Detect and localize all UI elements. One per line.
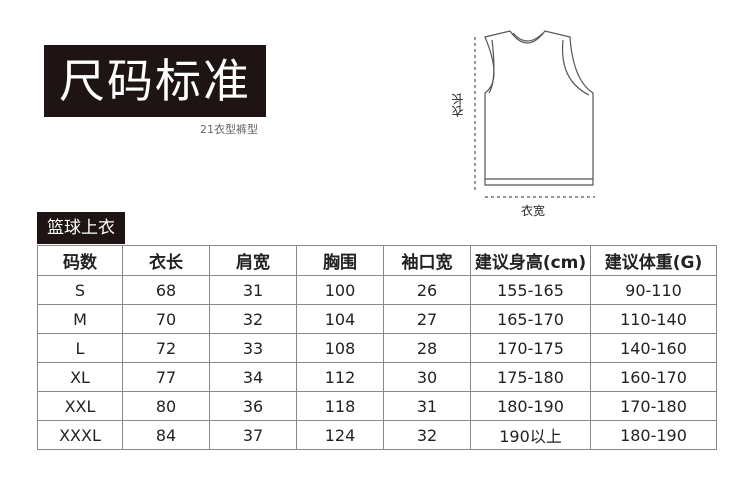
table-cell: 140-160 — [590, 333, 717, 363]
table-cell: 33 — [209, 333, 297, 363]
table-header-row: 码数 衣长 肩宽 胸围 袖口宽 建议身高(cm) 建议体重(G) — [37, 245, 717, 276]
page-title: 尺码标准 — [44, 45, 266, 117]
table-row: L 72 33 108 28 170-175 140-160 — [37, 333, 717, 363]
table-cell: 170-175 — [470, 333, 591, 363]
table-cell: 112 — [296, 362, 384, 392]
table-row: XXXL 84 37 124 32 190以上 180-190 — [37, 420, 717, 450]
header-length: 衣长 — [122, 245, 210, 276]
table-cell: 27 — [383, 304, 471, 334]
header-size: 码数 — [37, 245, 123, 276]
table-cell: 80 — [122, 391, 210, 421]
table-cell: 70 — [122, 304, 210, 334]
table-cell: 104 — [296, 304, 384, 334]
table-row: XL 77 34 112 30 175-180 160-170 — [37, 362, 717, 392]
table-cell: 108 — [296, 333, 384, 363]
table-cell: 32 — [383, 420, 471, 450]
table-cell: 31 — [383, 391, 471, 421]
header-weight: 建议体重(G) — [590, 245, 717, 276]
table-cell: 100 — [296, 275, 384, 305]
table-cell: 36 — [209, 391, 297, 421]
table-cell: 37 — [209, 420, 297, 450]
table-cell: 165-170 — [470, 304, 591, 334]
table-cell: S — [37, 275, 123, 305]
width-label: 衣宽 — [521, 204, 546, 218]
table-cell: 77 — [122, 362, 210, 392]
table-cell: 72 — [122, 333, 210, 363]
tank-top-diagram: 衣长 衣宽 — [445, 25, 620, 220]
header-chest: 胸围 — [296, 245, 384, 276]
table-cell: 190以上 — [470, 420, 591, 450]
length-label: 衣长 — [451, 93, 465, 117]
category-label: 篮球上衣 — [37, 212, 125, 244]
table-cell: 84 — [122, 420, 210, 450]
table-cell: 26 — [383, 275, 471, 305]
table-cell: 155-165 — [470, 275, 591, 305]
table-cell: 180-190 — [470, 391, 591, 421]
table-cell: 170-180 — [590, 391, 717, 421]
table-row: XXL 80 36 118 31 180-190 170-180 — [37, 391, 717, 421]
table-cell: M — [37, 304, 123, 334]
table-cell: 28 — [383, 333, 471, 363]
table-row: M 70 32 104 27 165-170 110-140 — [37, 304, 717, 334]
table-cell: 90-110 — [590, 275, 717, 305]
table-cell: XL — [37, 362, 123, 392]
table-cell: 34 — [209, 362, 297, 392]
table-cell: 32 — [209, 304, 297, 334]
table-cell: 68 — [122, 275, 210, 305]
tank-top-icon — [474, 30, 595, 198]
table-cell: 110-140 — [590, 304, 717, 334]
table-cell: 31 — [209, 275, 297, 305]
subtitle: 21衣型裤型 — [200, 123, 258, 136]
table-cell: 30 — [383, 362, 471, 392]
table-cell: 118 — [296, 391, 384, 421]
table-cell: 160-170 — [590, 362, 717, 392]
table-cell: 124 — [296, 420, 384, 450]
size-table: 码数 衣长 肩宽 胸围 袖口宽 建议身高(cm) 建议体重(G) S 68 31 10… — [37, 245, 717, 450]
header-armhole: 袖口宽 — [383, 245, 471, 276]
table-cell: XXXL — [37, 420, 123, 450]
table-cell: 175-180 — [470, 362, 591, 392]
header-height: 建议身高(cm) — [470, 245, 591, 276]
table-row: S 68 31 100 26 155-165 90-110 — [37, 275, 717, 305]
header-shoulder: 肩宽 — [209, 245, 297, 276]
table-cell: XXL — [37, 391, 123, 421]
table-cell: L — [37, 333, 123, 363]
table-cell: 180-190 — [590, 420, 717, 450]
